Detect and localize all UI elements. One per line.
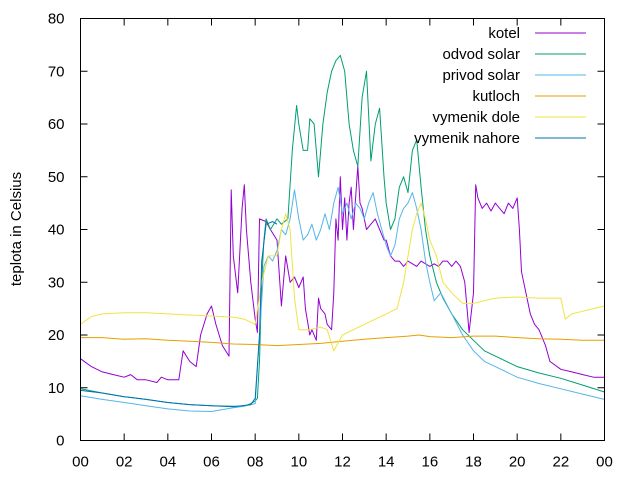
legend-label: vymenik nahore bbox=[414, 130, 520, 147]
series-lines bbox=[80, 54, 605, 412]
y-tick-label: 70 bbox=[48, 63, 65, 80]
x-tick-label: 20 bbox=[509, 454, 526, 471]
x-tick-label: 18 bbox=[465, 454, 482, 471]
x-tick-label: 16 bbox=[421, 454, 438, 471]
x-tick-label: 00 bbox=[72, 454, 89, 471]
legend: kotel odvod solar privod solar kutloch vymen… bbox=[414, 25, 586, 147]
x-tick-label: 22 bbox=[552, 454, 569, 471]
x-tick-label: 06 bbox=[203, 454, 220, 471]
y-tick-label: 30 bbox=[48, 274, 65, 291]
x-tick-label: 02 bbox=[116, 454, 133, 471]
series-line-1 bbox=[80, 54, 605, 407]
legend-label: odvod solar bbox=[442, 46, 520, 63]
series-line-4 bbox=[80, 202, 605, 352]
y-tick-label: 20 bbox=[48, 327, 65, 344]
tick-labels: 0 10 20 30 40 50 60 70 80 00 02 04 06 08 10 12 14 16 18 20 2… bbox=[48, 11, 613, 471]
y-tick-label: 10 bbox=[48, 380, 65, 397]
plot-frame bbox=[80, 18, 605, 441]
legend-label: kotel bbox=[488, 25, 520, 42]
x-tick-label: 14 bbox=[378, 454, 395, 471]
y-tick-label: 80 bbox=[48, 11, 65, 28]
legend-label: kutloch bbox=[472, 88, 520, 105]
x-tick-label: 04 bbox=[159, 454, 176, 471]
x-tick-label: 12 bbox=[334, 454, 351, 471]
series-line-3 bbox=[80, 334, 605, 347]
legend-label: vymenik dole bbox=[432, 109, 520, 126]
y-tick-label: 40 bbox=[48, 222, 65, 239]
x-tick-label: 10 bbox=[290, 454, 307, 471]
y-tick-label: 60 bbox=[48, 116, 65, 133]
series-line-0 bbox=[80, 165, 605, 383]
y-tick-label: 0 bbox=[56, 433, 64, 450]
x-tick-label: 00 bbox=[596, 454, 613, 471]
axis-ticks bbox=[80, 18, 605, 441]
legend-label: privod solar bbox=[442, 67, 520, 84]
y-tick-label: 50 bbox=[48, 169, 65, 186]
x-tick-label: 08 bbox=[247, 454, 264, 471]
series-line-5 bbox=[80, 221, 278, 408]
y-axis-title: teplota in Celsius bbox=[8, 172, 25, 286]
